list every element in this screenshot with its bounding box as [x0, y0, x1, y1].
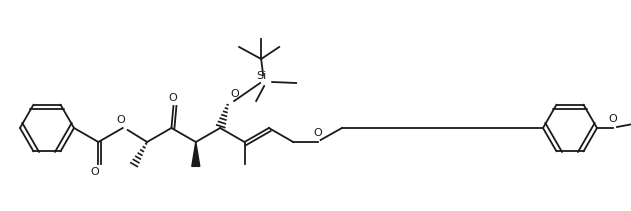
Text: O: O — [90, 167, 98, 177]
Text: O: O — [313, 128, 322, 138]
Text: O: O — [230, 89, 239, 99]
Text: O: O — [116, 115, 125, 125]
Polygon shape — [192, 142, 200, 166]
Text: Si: Si — [256, 71, 266, 81]
Text: O: O — [168, 93, 177, 103]
Text: O: O — [609, 114, 617, 124]
